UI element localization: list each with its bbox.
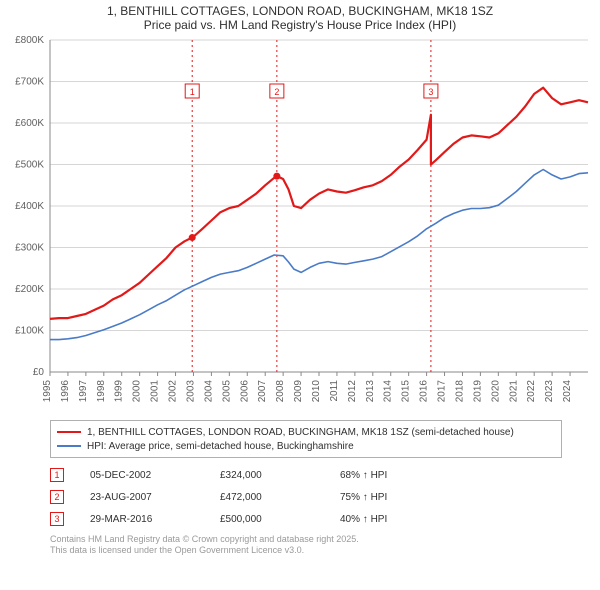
attribution-footer: Contains HM Land Registry data © Crown c… (50, 534, 562, 557)
legend-label: HPI: Average price, semi-detached house,… (87, 441, 354, 452)
event-date: 05-DEC-2002 (90, 470, 220, 481)
x-tick-label: 1998 (96, 380, 107, 403)
event-price: £472,000 (220, 492, 340, 503)
event-row: 3 29-MAR-2016£500,00040% ↑ HPI (50, 508, 562, 530)
x-tick-label: 2024 (562, 380, 573, 403)
event-marker-number: 3 (428, 87, 433, 97)
event-number-box: 1 (50, 468, 64, 482)
x-tick-label: 2018 (454, 380, 465, 403)
chart-legend: 1, BENTHILL COTTAGES, LONDON ROAD, BUCKI… (50, 420, 562, 458)
line-chart: £0 £100K £200K £300K £400K £500K £600K £700K £80… (0, 34, 600, 414)
event-marker-number: 2 (274, 87, 279, 97)
event-number-box: 2 (50, 490, 64, 504)
x-tick-label: 2006 (239, 380, 250, 403)
event-date: 29-MAR-2016 (90, 514, 220, 525)
event-vs-hpi: 75% ↑ HPI (340, 492, 387, 503)
x-tick-label: 2013 (365, 380, 376, 403)
title-line-2: Price paid vs. HM Land Registry's House … (10, 18, 590, 32)
x-tick-label: 2023 (544, 380, 555, 403)
event-row: 2 23-AUG-2007£472,00075% ↑ HPI (50, 486, 562, 508)
legend-item: HPI: Average price, semi-detached house,… (57, 439, 555, 453)
x-tick-label: 1999 (114, 380, 125, 403)
event-price: £324,000 (220, 470, 340, 481)
event-row: 1 05-DEC-2002£324,00068% ↑ HPI (50, 464, 562, 486)
y-tick-label: £400K (15, 201, 44, 212)
x-tick-label: 2004 (203, 380, 214, 403)
x-tick-label: 2009 (293, 380, 304, 403)
legend-swatch (57, 431, 81, 433)
x-tick-label: 2002 (168, 380, 179, 403)
x-tick-label: 2019 (472, 380, 483, 403)
x-tick-label: 2020 (490, 380, 501, 403)
event-date: 23-AUG-2007 (90, 492, 220, 503)
sale-point (273, 173, 280, 180)
footer-line-2: This data is licensed under the Open Gov… (50, 545, 562, 556)
sale-point (189, 234, 196, 241)
y-tick-label: £300K (15, 243, 44, 254)
x-tick-label: 2015 (401, 380, 412, 403)
y-tick-label: £700K (15, 77, 44, 88)
sale-events-table: 1 05-DEC-2002£324,00068% ↑ HPI 2 23-AUG-200… (50, 464, 562, 530)
event-price: £500,000 (220, 514, 340, 525)
x-tick-label: 2000 (132, 380, 143, 403)
chart-title: 1, BENTHILL COTTAGES, LONDON ROAD, BUCKI… (0, 0, 600, 34)
event-vs-hpi: 40% ↑ HPI (340, 514, 387, 525)
event-vs-hpi: 68% ↑ HPI (340, 470, 387, 481)
x-tick-label: 2005 (221, 380, 232, 403)
x-tick-label: 1995 (42, 380, 53, 403)
x-tick-label: 2021 (508, 380, 519, 403)
x-tick-label: 2007 (257, 380, 268, 403)
y-tick-label: £0 (33, 367, 45, 378)
x-tick-label: 2001 (150, 380, 161, 403)
x-tick-label: 1996 (60, 380, 71, 403)
x-tick-label: 2003 (185, 380, 196, 403)
y-tick-label: £500K (15, 160, 44, 171)
footer-line-1: Contains HM Land Registry data © Crown c… (50, 534, 562, 545)
x-tick-label: 2022 (526, 380, 537, 403)
x-tick-label: 2012 (347, 380, 358, 403)
x-tick-label: 2014 (383, 380, 394, 403)
x-tick-label: 2011 (329, 380, 340, 402)
x-tick-label: 2008 (275, 380, 286, 403)
event-marker-number: 1 (190, 87, 195, 97)
x-tick-label: 1997 (78, 380, 89, 403)
y-tick-label: £100K (15, 326, 44, 337)
legend-swatch (57, 445, 81, 447)
y-tick-label: £200K (15, 284, 44, 295)
legend-label: 1, BENTHILL COTTAGES, LONDON ROAD, BUCKI… (87, 427, 514, 438)
y-tick-label: £600K (15, 118, 44, 129)
y-tick-label: £800K (15, 35, 44, 46)
x-tick-label: 2016 (419, 380, 430, 403)
title-line-1: 1, BENTHILL COTTAGES, LONDON ROAD, BUCKI… (10, 4, 590, 18)
x-tick-label: 2010 (311, 380, 322, 403)
x-tick-label: 2017 (437, 380, 448, 403)
legend-item: 1, BENTHILL COTTAGES, LONDON ROAD, BUCKI… (57, 425, 555, 439)
event-number-box: 3 (50, 512, 64, 526)
